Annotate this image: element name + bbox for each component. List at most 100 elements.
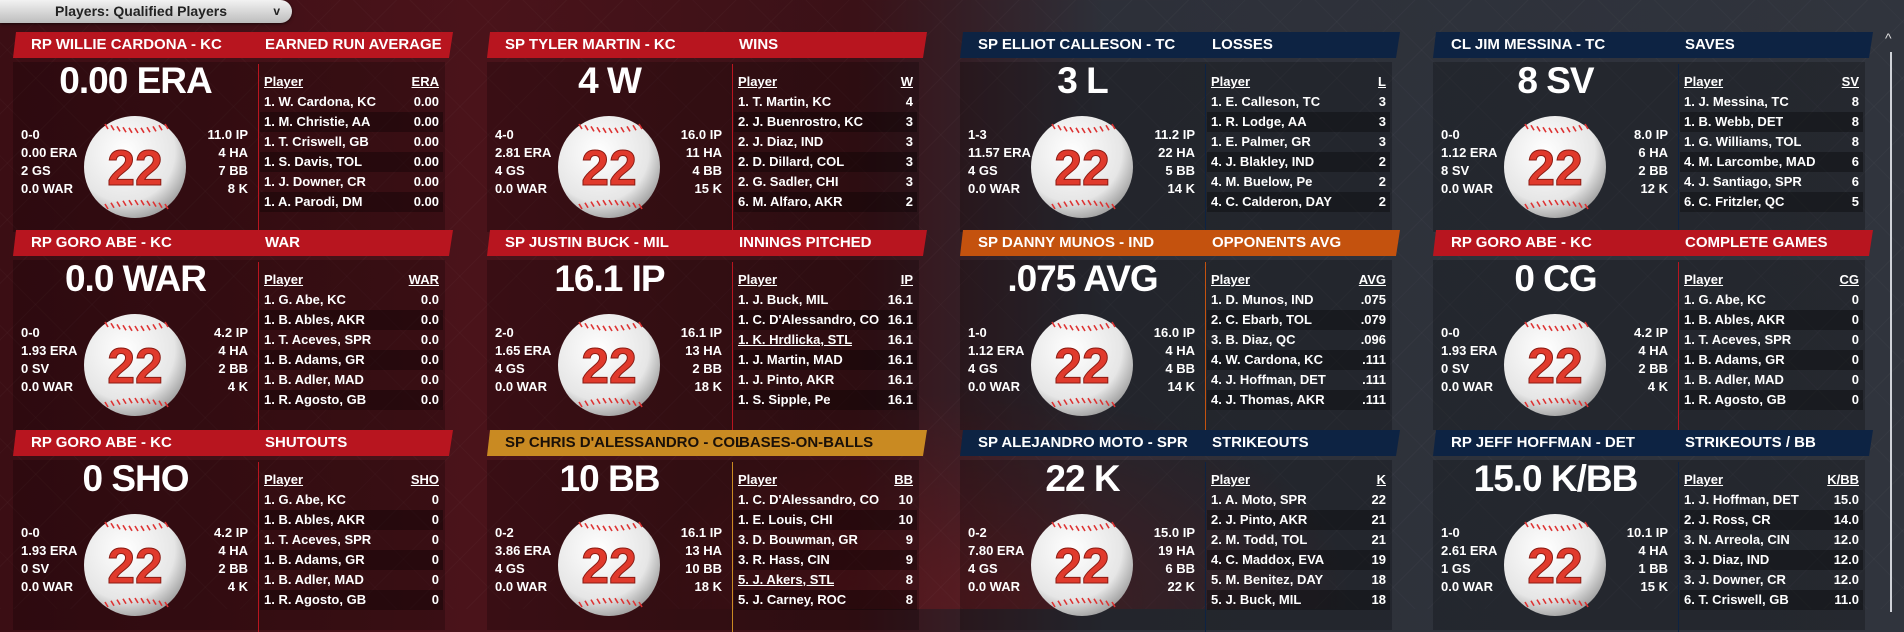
- table-row[interactable]: 5. J. Carney, ROC 8: [734, 590, 917, 610]
- table-row[interactable]: 6. M. Alfaro, AKR 2: [734, 192, 917, 212]
- col-player-header[interactable]: Player: [1211, 472, 1251, 487]
- col-stat-header[interactable]: SHO: [410, 472, 439, 487]
- table-row[interactable]: 1. E. Palmer, GR 3: [1207, 132, 1390, 152]
- scroll-up-arrow-icon[interactable]: ^: [1885, 30, 1892, 46]
- table-row[interactable]: 6. C. Fritzler, QC 5: [1680, 192, 1863, 212]
- featured-player-name[interactable]: RP JEFF HOFFMAN - DET: [1451, 434, 1635, 451]
- featured-player-name[interactable]: SP DANNY MUNOS - IND: [978, 234, 1155, 251]
- featured-player-name[interactable]: SP TYLER MARTIN - KC: [505, 36, 676, 53]
- players-filter-dropdown[interactable]: Players: Qualified Players v: [0, 0, 292, 23]
- col-stat-header[interactable]: AVG: [1358, 272, 1386, 287]
- table-row[interactable]: 1. G. Abe, KC 0.0: [260, 290, 443, 310]
- vertical-scrollbar[interactable]: ^: [1882, 30, 1900, 612]
- table-row[interactable]: 1. B. Ables, AKR 0: [1680, 310, 1863, 330]
- table-row[interactable]: 4. J. Thomas, AKR .111: [1207, 390, 1390, 410]
- featured-player-name[interactable]: SP ELLIOT CALLESON - TC: [978, 36, 1176, 53]
- col-player-header[interactable]: Player: [1684, 472, 1724, 487]
- col-stat-header[interactable]: SV: [1841, 74, 1859, 89]
- table-row[interactable]: 1. B. Ables, AKR 0.0: [260, 310, 443, 330]
- table-row[interactable]: 1. R. Agosto, GB 0: [260, 590, 443, 610]
- col-stat-header[interactable]: W: [900, 74, 913, 89]
- table-row[interactable]: 1. W. Cardona, KC 0.00: [260, 92, 443, 112]
- table-row[interactable]: 1. B. Webb, DET 8: [1680, 112, 1863, 132]
- table-row[interactable]: 1. C. D'Alessandro, CO 10: [734, 490, 917, 510]
- table-row[interactable]: 1. J. Messina, TC 8: [1680, 92, 1863, 112]
- col-stat-header[interactable]: IP: [900, 272, 913, 287]
- table-row[interactable]: 4. J. Hoffman, DET .111: [1207, 370, 1390, 390]
- table-row[interactable]: 2. C. Ebarb, TOL .079: [1207, 310, 1390, 330]
- table-row[interactable]: 4. M. Larcombe, MAD 6: [1680, 152, 1863, 172]
- col-player-header[interactable]: Player: [1211, 74, 1251, 89]
- col-stat-header[interactable]: K: [1376, 472, 1386, 487]
- col-player-header[interactable]: Player: [1211, 272, 1251, 287]
- table-row[interactable]: 1. B. Adams, GR 0: [260, 550, 443, 570]
- table-row[interactable]: 3. J. Downer, CR 12.0: [1680, 570, 1863, 590]
- table-row[interactable]: 5. J. Akers, STL 8: [734, 570, 917, 590]
- table-row[interactable]: 5. J. Buck, MIL 18: [1207, 590, 1390, 610]
- table-row[interactable]: 1. R. Agosto, GB 0.0: [260, 390, 443, 410]
- table-row[interactable]: 2. G. Sadler, CHI 3: [734, 172, 917, 192]
- table-row[interactable]: 1. G. Abe, KC 0: [260, 490, 443, 510]
- player-name[interactable]: 1. K. Hrdlicka, STL: [738, 332, 853, 347]
- table-row[interactable]: 3. D. Bouwman, GR 9: [734, 530, 917, 550]
- table-row[interactable]: 1. T. Criswell, GB 0.00: [260, 132, 443, 152]
- table-row[interactable]: 2. J. Buenrostro, KC 3: [734, 112, 917, 132]
- table-row[interactable]: 2. M. Todd, TOL 21: [1207, 530, 1390, 550]
- table-row[interactable]: 3. J. Diaz, IND 12.0: [1680, 550, 1863, 570]
- col-player-header[interactable]: Player: [1684, 74, 1724, 89]
- col-player-header[interactable]: Player: [264, 272, 304, 287]
- table-row[interactable]: 1. B. Adler, MAD 0: [260, 570, 443, 590]
- featured-player-name[interactable]: RP GORO ABE - KC: [31, 434, 172, 451]
- featured-player-name[interactable]: RP WILLIE CARDONA - KC: [31, 36, 222, 53]
- table-row[interactable]: 4. C. Maddox, EVA 19: [1207, 550, 1390, 570]
- table-row[interactable]: 1. B. Ables, AKR 0: [260, 510, 443, 530]
- table-row[interactable]: 1. J. Pinto, AKR 16.1: [734, 370, 917, 390]
- table-row[interactable]: 1. E. Calleson, TC 3: [1207, 92, 1390, 112]
- col-stat-header[interactable]: BB: [894, 472, 913, 487]
- table-row[interactable]: 2. J. Diaz, IND 3: [734, 132, 917, 152]
- featured-player-name[interactable]: SP CHRIS D'ALESSANDRO - COL: [505, 434, 745, 451]
- table-row[interactable]: 2. J. Pinto, AKR 21: [1207, 510, 1390, 530]
- table-row[interactable]: 1. G. Williams, TOL 8: [1680, 132, 1863, 152]
- table-row[interactable]: 1. A. Parodi, DM 0.00: [260, 192, 443, 212]
- col-player-header[interactable]: Player: [264, 74, 304, 89]
- col-player-header[interactable]: Player: [738, 74, 778, 89]
- table-row[interactable]: 3. B. Diaz, QC .096: [1207, 330, 1390, 350]
- table-row[interactable]: 1. J. Hoffman, DET 15.0: [1680, 490, 1863, 510]
- table-row[interactable]: 1. J. Martin, MAD 16.1: [734, 350, 917, 370]
- table-row[interactable]: 4. J. Santiago, SPR 6: [1680, 172, 1863, 192]
- table-row[interactable]: 1. G. Abe, KC 0: [1680, 290, 1863, 310]
- table-row[interactable]: 1. T. Aceves, SPR 0.0: [260, 330, 443, 350]
- player-name[interactable]: 5. J. Akers, STL: [738, 572, 835, 587]
- table-row[interactable]: 1. T. Martin, KC 4: [734, 92, 917, 112]
- table-row[interactable]: 4. J. Blakley, IND 2: [1207, 152, 1390, 172]
- col-player-header[interactable]: Player: [738, 472, 778, 487]
- col-stat-header[interactable]: L: [1378, 74, 1386, 89]
- table-row[interactable]: 3. R. Hass, CIN 9: [734, 550, 917, 570]
- table-row[interactable]: 1. T. Aceves, SPR 0: [260, 530, 443, 550]
- table-row[interactable]: 1. B. Adams, GR 0: [1680, 350, 1863, 370]
- table-row[interactable]: 4. C. Calderon, DAY 2: [1207, 192, 1390, 212]
- scrollbar-track[interactable]: [1890, 52, 1892, 612]
- col-stat-header[interactable]: WAR: [408, 272, 439, 287]
- table-row[interactable]: 1. S. Sipple, Pe 16.1: [734, 390, 917, 410]
- table-row[interactable]: 1. B. Adams, GR 0.0: [260, 350, 443, 370]
- table-row[interactable]: 4. M. Buelow, Pe 2: [1207, 172, 1390, 192]
- table-row[interactable]: 1. B. Adler, MAD 0.0: [260, 370, 443, 390]
- table-row[interactable]: 1. M. Christie, AA 0.00: [260, 112, 443, 132]
- featured-player-name[interactable]: RP GORO ABE - KC: [31, 234, 172, 251]
- table-row[interactable]: 6. T. Criswell, GB 11.0: [1680, 590, 1863, 610]
- table-row[interactable]: 1. R. Lodge, AA 3: [1207, 112, 1390, 132]
- featured-player-name[interactable]: CL JIM MESSINA - TC: [1451, 36, 1606, 53]
- table-row[interactable]: 1. B. Adler, MAD 0: [1680, 370, 1863, 390]
- table-row[interactable]: 5. M. Benitez, DAY 18: [1207, 570, 1390, 590]
- table-row[interactable]: 1. E. Louis, CHI 10: [734, 510, 917, 530]
- table-row[interactable]: 3. N. Arreola, CIN 12.0: [1680, 530, 1863, 550]
- featured-player-name[interactable]: SP ALEJANDRO MOTO - SPR: [978, 434, 1188, 451]
- featured-player-name[interactable]: SP JUSTIN BUCK - MIL: [505, 234, 669, 251]
- table-row[interactable]: 1. J. Downer, CR 0.00: [260, 172, 443, 192]
- table-row[interactable]: 1. J. Buck, MIL 16.1: [734, 290, 917, 310]
- table-row[interactable]: 1. S. Davis, TOL 0.00: [260, 152, 443, 172]
- col-player-header[interactable]: Player: [264, 472, 304, 487]
- table-row[interactable]: 1. C. D'Alessandro, CO 16.1: [734, 310, 917, 330]
